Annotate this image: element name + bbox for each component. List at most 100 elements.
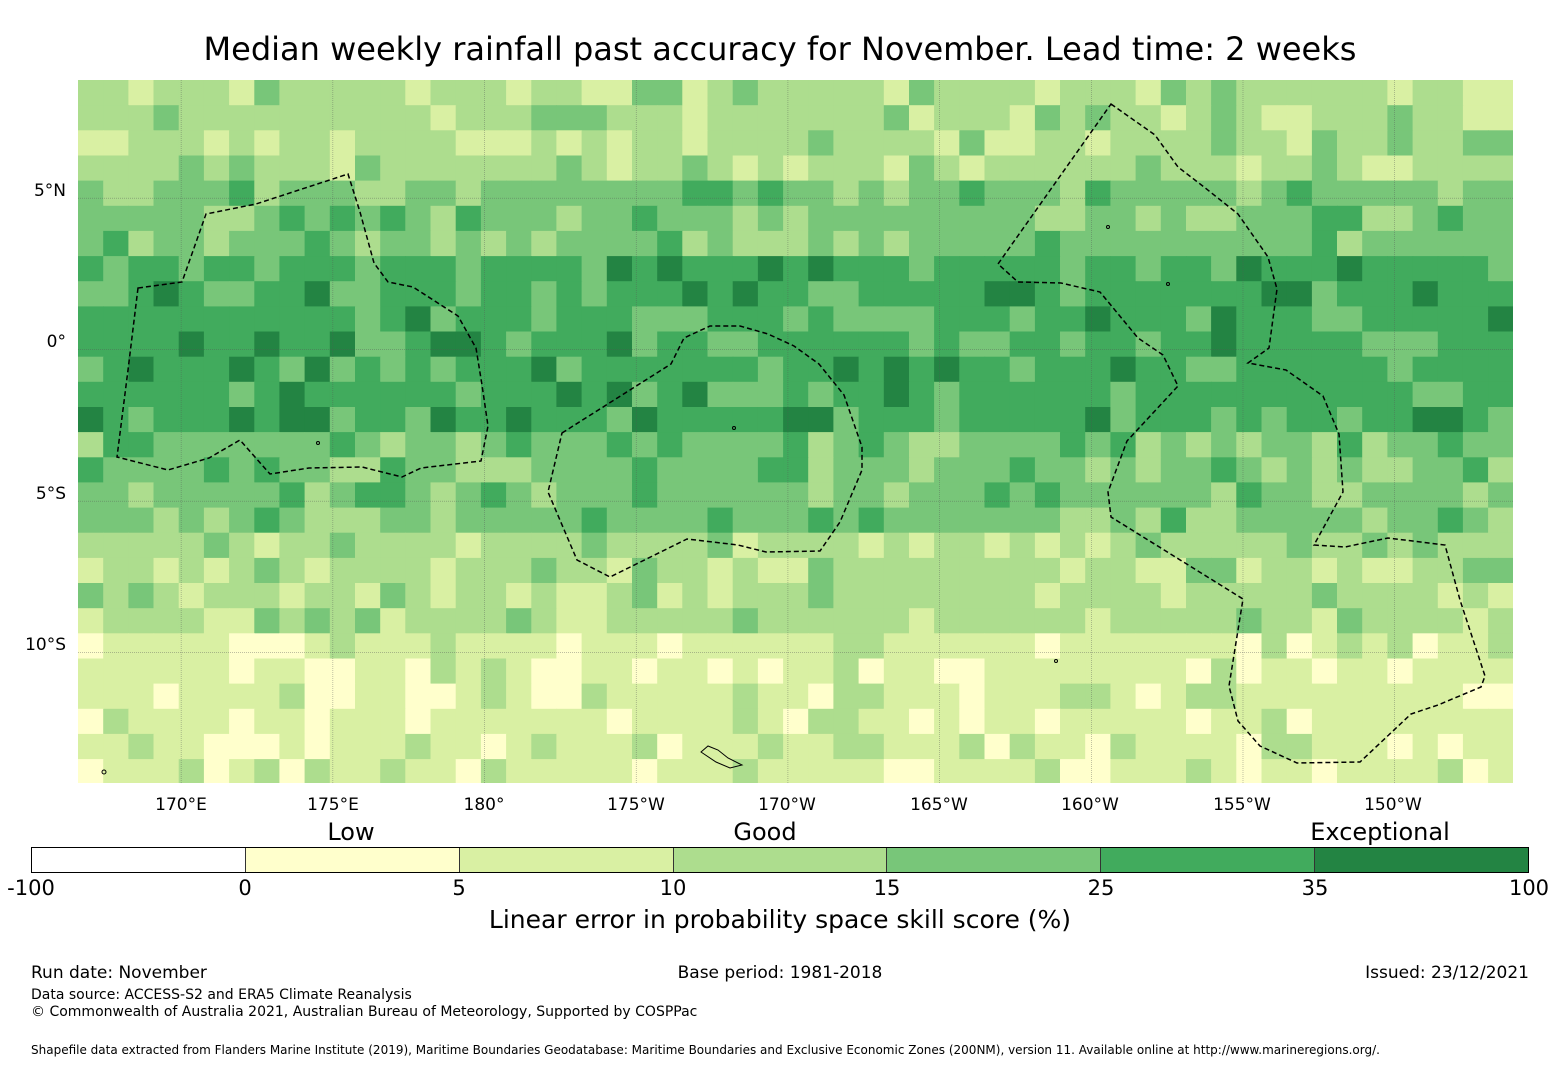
grid-cell <box>1160 608 1187 634</box>
grid-cell <box>203 306 230 333</box>
grid-cell <box>909 130 935 157</box>
grid-cell <box>455 759 482 783</box>
grid-cell <box>1060 583 1086 609</box>
grid-cell <box>430 708 457 735</box>
grid-cell <box>1085 256 1111 282</box>
grid-cell <box>1412 256 1439 282</box>
grid-cell <box>405 130 432 157</box>
grid-cell <box>833 281 860 307</box>
grid-cell <box>355 432 381 458</box>
grid-cell <box>430 105 457 131</box>
grid-cell <box>203 708 230 735</box>
grid-cell <box>858 658 885 685</box>
grid-cell <box>757 356 784 383</box>
grid-cell <box>254 205 281 232</box>
grid-cell <box>103 583 129 609</box>
grid-cell <box>1387 281 1414 307</box>
grid-cell <box>304 457 331 484</box>
grid-cell <box>984 331 1011 358</box>
grid-cell <box>1412 331 1439 358</box>
grid-cell <box>304 683 331 710</box>
grid-cell <box>606 130 633 157</box>
grid-cell <box>1362 457 1388 484</box>
grid-cell <box>1286 256 1313 282</box>
grid-cell <box>909 105 935 131</box>
grid-cell <box>1135 256 1162 282</box>
grid-cell <box>732 205 759 232</box>
grid-cell <box>254 281 281 307</box>
grid-cell <box>1160 733 1187 760</box>
grid-cell <box>178 256 205 282</box>
grid-cell <box>1286 180 1313 207</box>
grid-cell <box>430 658 457 685</box>
grid-cell <box>808 608 834 634</box>
grid-cell <box>531 633 558 660</box>
grid-cell <box>128 356 155 383</box>
grid-cell <box>1211 180 1237 207</box>
grid-cell <box>455 205 482 232</box>
grid-cell <box>430 130 457 157</box>
grid-cell <box>329 230 356 257</box>
grid-cell <box>858 608 885 634</box>
grid-cell <box>380 658 406 685</box>
grid-cell <box>1110 759 1137 783</box>
map-canvas <box>78 80 1513 783</box>
grid-cell <box>279 407 306 433</box>
grid-cell <box>178 457 205 484</box>
grid-cell <box>380 557 406 584</box>
grid-cell <box>506 356 532 383</box>
grid-cell <box>1311 583 1338 609</box>
grid-cell <box>1186 180 1212 207</box>
grid-cell <box>455 658 482 685</box>
grid-cell <box>1135 80 1162 106</box>
grid-cell <box>606 331 633 358</box>
grid-cell <box>1437 457 1464 484</box>
grid-cell <box>78 230 104 257</box>
grid-cell <box>606 532 633 559</box>
grid-cell <box>128 683 155 710</box>
grid-cell <box>984 130 1011 157</box>
grid-cell <box>657 155 683 182</box>
grid-cell <box>355 130 381 157</box>
grid-cell <box>531 407 558 433</box>
grid-cell <box>984 683 1011 710</box>
grid-cell <box>531 205 558 232</box>
grid-cell <box>783 256 809 282</box>
grid-cell <box>128 557 155 584</box>
grid-cell <box>279 331 306 358</box>
grid-cell <box>531 733 558 760</box>
grid-cell <box>1387 180 1414 207</box>
grid-cell <box>1311 205 1338 232</box>
grid-cell <box>883 658 910 685</box>
grid-cell <box>556 708 583 735</box>
grid-cell <box>1009 608 1036 634</box>
grid-cell <box>78 306 104 333</box>
grid-cell <box>556 633 583 660</box>
grid-cell <box>128 532 155 559</box>
grid-cell <box>858 230 885 257</box>
grid-cell <box>430 759 457 783</box>
grid-cell <box>1060 256 1086 282</box>
grid-cell <box>1437 482 1464 509</box>
grid-cell <box>455 256 482 282</box>
grid-cell <box>203 482 230 509</box>
grid-cell <box>909 356 935 383</box>
grid-cell <box>103 155 129 182</box>
grid-cell <box>984 281 1011 307</box>
grid-cell <box>858 155 885 182</box>
grid-cell <box>707 180 734 207</box>
grid-cell <box>682 532 709 559</box>
grid-cell <box>1362 205 1388 232</box>
lon-label-170e: 170°E <box>155 795 207 815</box>
grid-cell <box>229 105 255 131</box>
grid-cell <box>883 708 910 735</box>
grid-cell <box>556 80 583 106</box>
grid-cell <box>203 507 230 534</box>
grid-cell <box>1060 356 1086 383</box>
grid-cell <box>757 759 784 783</box>
grid-cell <box>1135 356 1162 383</box>
grid-cell <box>732 633 759 660</box>
colorbar-tick: 25 <box>1087 876 1115 900</box>
grid-cell <box>153 507 180 534</box>
grid-cell <box>1311 130 1338 157</box>
